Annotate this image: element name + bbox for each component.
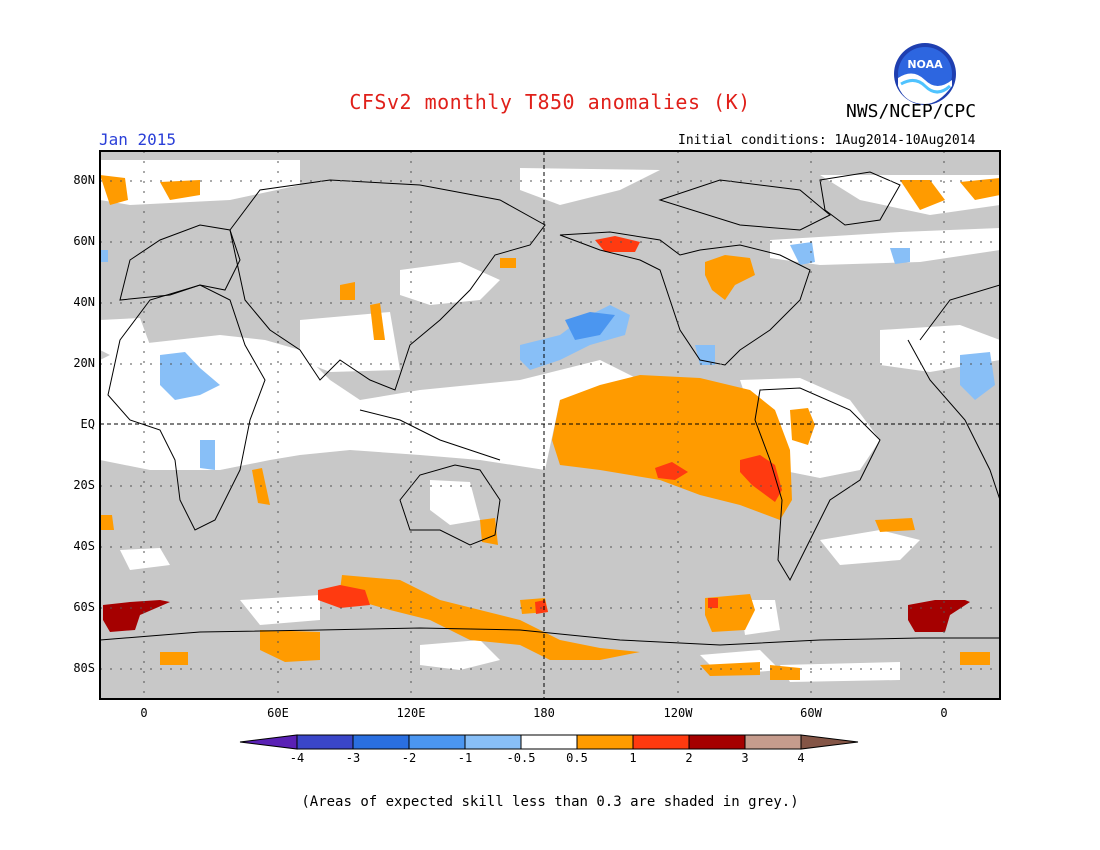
colorbar-segment xyxy=(688,734,746,750)
coastlines xyxy=(100,171,1000,646)
skill-footnote: (Areas of expected skill less than 0.3 a… xyxy=(301,794,799,810)
colorbar-segment xyxy=(576,734,634,750)
map-frame xyxy=(99,150,1001,700)
colorbar-label: -1 xyxy=(457,751,473,765)
lon-label: 120E xyxy=(396,706,426,720)
colorbar-arrow-low xyxy=(239,734,298,750)
lat-label: 60N xyxy=(73,234,95,248)
lon-label: 0 xyxy=(140,706,148,720)
equator-dateline xyxy=(100,151,1000,699)
lon-label: 0 xyxy=(940,706,948,720)
lon-label: 60E xyxy=(267,706,289,720)
lat-label: 60S xyxy=(73,600,95,614)
colorbar-label: 0.5 xyxy=(566,751,588,765)
colorbar-arrow-high xyxy=(800,734,859,750)
colorbar-label: 1 xyxy=(629,751,637,765)
colorbar-label: 3 xyxy=(741,751,749,765)
colorbar-segment xyxy=(352,734,410,750)
colorbar-segment xyxy=(744,734,802,750)
positive-anomaly-1-2 xyxy=(318,236,782,614)
logo-text: NOAA xyxy=(907,58,943,71)
colorbar-label: -4 xyxy=(289,751,305,765)
positive-anomaly-2-3 xyxy=(103,600,970,632)
noaa-logo-icon: NOAA xyxy=(894,43,956,105)
colorbar-segment xyxy=(464,734,522,750)
lat-label: 20N xyxy=(73,356,95,370)
colorbar-segment xyxy=(408,734,466,750)
colorbar-segment xyxy=(520,734,578,750)
lon-label: 120W xyxy=(663,706,693,720)
lat-label: 40N xyxy=(73,295,95,309)
colorbar-label: -3 xyxy=(345,751,361,765)
colorbar-segment xyxy=(296,734,354,750)
lat-label: 80N xyxy=(73,173,95,187)
gridlines xyxy=(100,151,1000,699)
colorbar-label: 2 xyxy=(685,751,693,765)
colorbar-label: 4 xyxy=(797,751,805,765)
agency-label: NWS/NCEP/CPC xyxy=(846,101,977,122)
lat-label: 80S xyxy=(73,661,95,675)
lat-label: EQ xyxy=(80,417,95,431)
lon-label: 180 xyxy=(533,706,555,720)
negative-anomaly-1-2 xyxy=(565,312,615,340)
lon-label: 60W xyxy=(800,706,822,720)
colorbar-label: -0.5 xyxy=(506,751,536,765)
colorbar-label: -2 xyxy=(401,751,417,765)
map-title: CFSv2 monthly T850 anomalies (K) xyxy=(349,90,751,114)
lat-label: 40S xyxy=(73,539,95,553)
initial-conditions-label: Initial conditions: 1Aug2014-10Aug2014 xyxy=(678,133,976,148)
colorbar-segment xyxy=(632,734,690,750)
positive-anomaly-0.5-1 xyxy=(100,175,1000,680)
target-month-label: Jan 2015 xyxy=(99,130,177,149)
lat-label: 20S xyxy=(73,478,95,492)
